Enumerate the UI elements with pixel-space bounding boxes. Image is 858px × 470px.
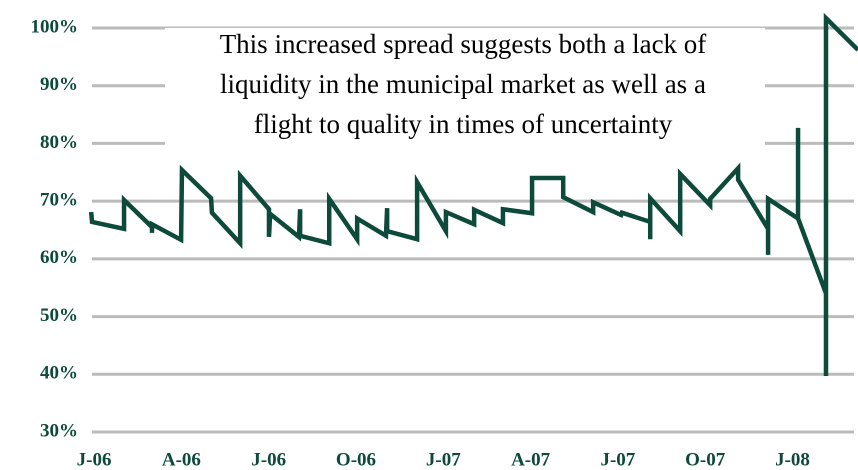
data-line bbox=[88, 12, 858, 377]
y-tick-label: 100% bbox=[31, 16, 79, 37]
y-tick-label: 70% bbox=[40, 190, 78, 211]
x-tick-label: A-07 bbox=[511, 449, 551, 470]
y-tick-label: 50% bbox=[40, 305, 78, 326]
annotation: This increased spread suggests both a la… bbox=[220, 29, 707, 59]
x-tick-label: J-06 bbox=[77, 449, 112, 470]
x-tick-label: A-06 bbox=[162, 449, 201, 470]
y-tick-label: 40% bbox=[40, 363, 78, 384]
x-tick-label: J-07 bbox=[426, 449, 461, 470]
y-tick-label: 80% bbox=[40, 132, 78, 153]
annotation: flight to quality in times of uncertaint… bbox=[254, 109, 673, 139]
annotation-background bbox=[165, 28, 765, 158]
y-tick-label: 60% bbox=[40, 247, 78, 268]
y-tick-label: 30% bbox=[40, 420, 78, 441]
annotation: liquidity in the municipal market as wel… bbox=[220, 69, 706, 99]
x-tick-label: J-07 bbox=[600, 449, 635, 470]
x-tick-label: O-06 bbox=[336, 449, 376, 470]
x-tick-label: O-07 bbox=[685, 449, 726, 470]
y-tick-label: 90% bbox=[40, 74, 78, 95]
x-tick-label: J-06 bbox=[251, 449, 286, 470]
x-tick-label: J-08 bbox=[775, 449, 810, 470]
